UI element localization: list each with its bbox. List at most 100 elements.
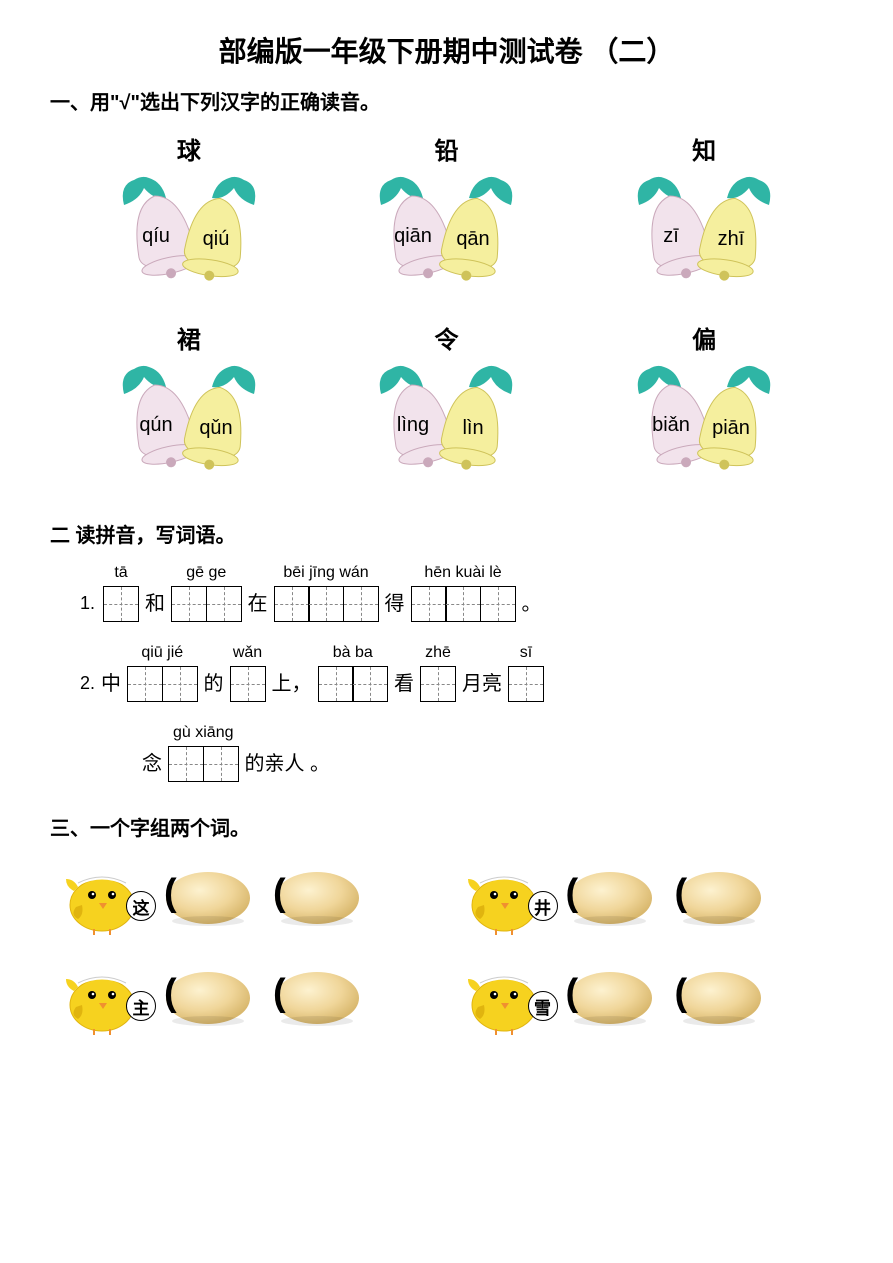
tian-box[interactable] bbox=[480, 586, 516, 622]
bell-pinyin-left: qíu bbox=[142, 225, 170, 247]
pinyin-label: hēn kuài lè bbox=[424, 564, 501, 584]
tian-box-row bbox=[171, 586, 242, 622]
inline-text: 。 bbox=[520, 587, 544, 622]
paren-icon: ( bbox=[566, 972, 579, 1015]
tian-box[interactable] bbox=[168, 746, 204, 782]
chick-wrap: 这 bbox=[60, 857, 150, 937]
paren-icon: ( bbox=[675, 872, 688, 915]
chick-character: 主 bbox=[126, 991, 156, 1021]
egg-pair: ( ( bbox=[160, 866, 364, 928]
q2-heading: 二 读拼音，写词语。 bbox=[50, 519, 843, 548]
tian-box[interactable] bbox=[127, 666, 163, 702]
egg-blank[interactable]: ( bbox=[671, 866, 766, 928]
tian-box-row bbox=[230, 666, 266, 702]
q3-grid: 这 ( ( bbox=[50, 857, 843, 1037]
egg-blank[interactable]: ( bbox=[269, 966, 364, 1028]
tian-box[interactable] bbox=[411, 586, 447, 622]
tian-box[interactable] bbox=[508, 666, 544, 702]
egg-blank[interactable]: ( bbox=[160, 866, 255, 928]
bell-character: 令 bbox=[434, 320, 458, 355]
pinyin-box-group: bēi jīng wán bbox=[274, 564, 379, 622]
pinyin-box-group: gē ge bbox=[171, 564, 242, 622]
paren-icon: ( bbox=[566, 872, 579, 915]
tian-box-row bbox=[411, 586, 516, 622]
bell-pair-icon: qíu qiú bbox=[104, 170, 274, 290]
egg-blank[interactable]: ( bbox=[562, 866, 657, 928]
bell-item: 裙 qún qǔn bbox=[90, 320, 288, 479]
q3-item: 主 ( ( bbox=[60, 957, 432, 1037]
q2-line2: 2.中qiū jié的wǎn上，bà ba看zhē月亮sī bbox=[80, 644, 843, 702]
egg-pair: ( ( bbox=[562, 966, 766, 1028]
tian-box-row bbox=[127, 666, 198, 702]
pinyin-box-group: hēn kuài lè bbox=[411, 564, 516, 622]
inline-text: 月亮 bbox=[460, 667, 504, 702]
egg-blank[interactable]: ( bbox=[562, 966, 657, 1028]
bell-item: 知 zī zhī bbox=[605, 131, 803, 290]
pinyin-label: gē ge bbox=[186, 564, 226, 584]
chick-wrap: 井 bbox=[462, 857, 552, 937]
tian-box[interactable] bbox=[103, 586, 139, 622]
q3-item: 雪 ( ( bbox=[462, 957, 834, 1037]
paren-icon: ( bbox=[164, 972, 177, 1015]
bell-item: 令 lìng lìn bbox=[348, 320, 546, 479]
paren-icon: ( bbox=[273, 872, 286, 915]
tian-box[interactable] bbox=[274, 586, 310, 622]
q3-item: 井 ( ( bbox=[462, 857, 834, 937]
pinyin-box-group: gù xiāng bbox=[168, 724, 239, 782]
bell-pinyin-right: qān bbox=[457, 228, 490, 250]
bell-item: 球 qíu qiú bbox=[90, 131, 288, 290]
tian-box[interactable] bbox=[343, 586, 379, 622]
pinyin-label: qiū jié bbox=[141, 644, 183, 664]
pinyin-label: wǎn bbox=[233, 644, 262, 664]
tian-box-row bbox=[420, 666, 456, 702]
tian-box[interactable] bbox=[230, 666, 266, 702]
tian-box-row bbox=[274, 586, 379, 622]
bell-pair-icon: lìng lìn bbox=[361, 359, 531, 479]
q2-container: 1.tā和gē ge在bēi jīng wán得hēn kuài lè。 2.中… bbox=[50, 564, 843, 782]
inline-text: 中 bbox=[99, 667, 123, 702]
tian-box[interactable] bbox=[162, 666, 198, 702]
q3-item: 这 ( ( bbox=[60, 857, 432, 937]
egg-blank[interactable]: ( bbox=[671, 966, 766, 1028]
egg-blank[interactable]: ( bbox=[160, 966, 255, 1028]
tian-box[interactable] bbox=[171, 586, 207, 622]
inline-text: 的 bbox=[202, 667, 226, 702]
q1-grid: 球 qíu qiú 铅 bbox=[50, 131, 843, 479]
inline-text: 和 bbox=[143, 587, 167, 622]
tian-box[interactable] bbox=[308, 586, 344, 622]
tian-box-row bbox=[168, 746, 239, 782]
bell-item: 铅 qiān qān bbox=[348, 131, 546, 290]
tian-box[interactable] bbox=[203, 746, 239, 782]
tian-box-row bbox=[318, 666, 389, 702]
egg-pair: ( ( bbox=[160, 966, 364, 1028]
tian-box[interactable] bbox=[352, 666, 388, 702]
pinyin-box-group: zhē bbox=[420, 644, 456, 702]
pinyin-box-group: qiū jié bbox=[127, 644, 198, 702]
inline-text: 在 bbox=[246, 587, 270, 622]
egg-blank[interactable]: ( bbox=[269, 866, 364, 928]
pinyin-label: bà ba bbox=[333, 644, 373, 664]
pinyin-box-group: tā bbox=[103, 564, 139, 622]
bell-item: 偏 biǎn piān bbox=[605, 320, 803, 479]
egg-pair: ( ( bbox=[562, 866, 766, 928]
bell-pinyin-right: qǔn bbox=[199, 417, 232, 439]
tian-box[interactable] bbox=[420, 666, 456, 702]
tian-box[interactable] bbox=[318, 666, 354, 702]
bell-pinyin-right: piān bbox=[712, 417, 750, 439]
pinyin-box-group: bà ba bbox=[318, 644, 389, 702]
paren-icon: ( bbox=[273, 972, 286, 1015]
tian-box[interactable] bbox=[445, 586, 481, 622]
paren-icon: ( bbox=[164, 872, 177, 915]
bell-pinyin-left: zī bbox=[663, 225, 679, 247]
chick-wrap: 主 bbox=[60, 957, 150, 1037]
bell-pinyin-right: qiú bbox=[202, 228, 229, 250]
tian-box[interactable] bbox=[206, 586, 242, 622]
chick-wrap: 雪 bbox=[462, 957, 552, 1037]
pinyin-box-group: sī bbox=[508, 644, 544, 702]
bell-pinyin-right: lìn bbox=[463, 417, 484, 439]
pinyin-label: bēi jīng wán bbox=[283, 564, 368, 584]
pinyin-label: tā bbox=[114, 564, 127, 584]
bell-pinyin-left: qún bbox=[139, 414, 172, 436]
bell-pair-icon: zī zhī bbox=[619, 170, 789, 290]
line-number: 1. bbox=[80, 593, 99, 622]
